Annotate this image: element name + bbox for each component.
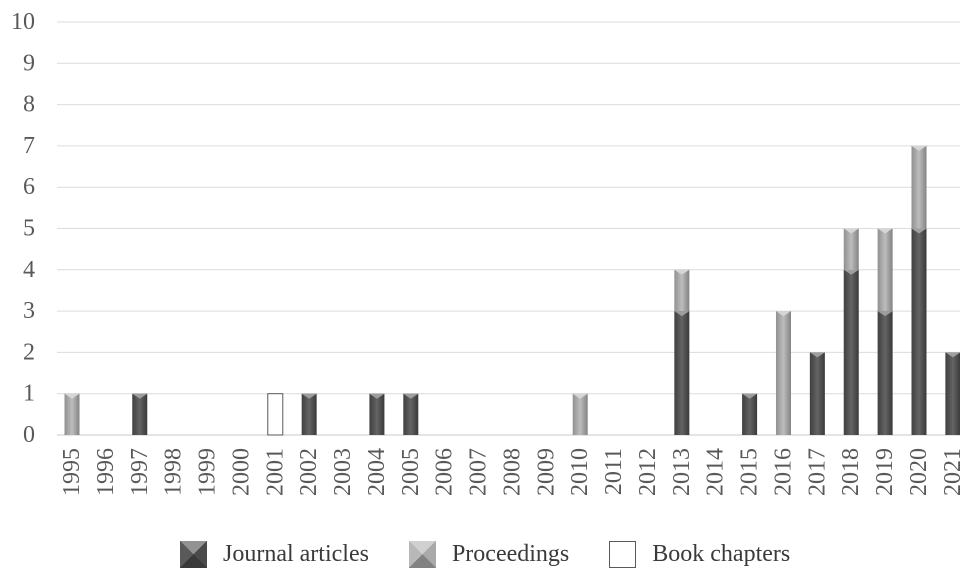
y-axis-tick-labels: 0 1 2 3 4 5 6 7 8 9 10 bbox=[11, 9, 35, 448]
x-tick-label: 1997 bbox=[127, 448, 153, 496]
bar-journal-articles-1997 bbox=[132, 393, 148, 435]
bar-cap bbox=[572, 393, 588, 399]
bar-cap bbox=[945, 352, 960, 358]
x-tick-label: 2012 bbox=[635, 448, 661, 496]
y-tick-label: 1 bbox=[23, 381, 35, 407]
y-tick-label: 0 bbox=[23, 422, 35, 448]
x-tick-label: 2020 bbox=[906, 448, 932, 496]
gridlines bbox=[57, 21, 960, 436]
x-tick-label: 2010 bbox=[567, 448, 593, 496]
bars bbox=[64, 145, 960, 436]
bar-cap bbox=[369, 393, 385, 399]
x-tick-label: 1995 bbox=[59, 448, 85, 496]
legend: Journal articles Proceedings Book chapte… bbox=[180, 541, 790, 568]
bar-book-chapters-2001 bbox=[267, 393, 284, 436]
legend-swatch-proceedings bbox=[408, 541, 436, 568]
bar-journal-articles-2019 bbox=[877, 311, 893, 435]
x-tick-label: 2002 bbox=[296, 448, 322, 496]
bar-cap bbox=[132, 393, 148, 399]
bar-cap bbox=[843, 269, 859, 275]
x-tick-label: 2016 bbox=[770, 448, 796, 496]
bar-cap bbox=[843, 228, 859, 234]
x-tick-label: 1998 bbox=[161, 448, 187, 496]
x-tick-label: 2008 bbox=[499, 448, 525, 496]
legend-item-journal-articles: Journal articles bbox=[180, 541, 369, 568]
bar-cap bbox=[403, 393, 419, 399]
x-tick-label: 2000 bbox=[228, 448, 254, 496]
bar-proceedings-2013 bbox=[674, 269, 690, 312]
bar-journal-articles-2005 bbox=[403, 393, 419, 435]
x-tick-label: 2011 bbox=[601, 448, 627, 495]
x-tick-label: 1999 bbox=[195, 448, 221, 496]
x-tick-label: 2015 bbox=[737, 448, 763, 496]
bar-journal-articles-2017 bbox=[809, 352, 825, 435]
bar-journal-articles-2018 bbox=[843, 269, 859, 435]
bar-journal-articles-2002 bbox=[301, 393, 317, 435]
x-tick-label: 2001 bbox=[262, 448, 288, 496]
legend-item-book-chapters: Book chapters bbox=[609, 541, 790, 568]
y-tick-label: 6 bbox=[23, 174, 35, 200]
x-tick-label: 2014 bbox=[703, 448, 729, 496]
x-tick-label: 1996 bbox=[93, 448, 119, 496]
x-tick-label: 2006 bbox=[432, 448, 458, 496]
y-tick-label: 4 bbox=[23, 257, 35, 283]
x-tick-label: 2007 bbox=[466, 448, 492, 496]
stacked-bar-chart: 0 1 2 3 4 5 6 7 8 9 10 1995 1996 1997 1998 1999 2000 200… bbox=[11, 9, 960, 496]
x-tick-label: 2018 bbox=[838, 448, 864, 496]
bar-cap bbox=[911, 228, 927, 234]
bar-cap bbox=[301, 393, 317, 399]
bar-journal-articles-2021 bbox=[945, 352, 960, 435]
bar-proceedings-2020 bbox=[911, 145, 927, 229]
legend-label-proceedings: Proceedings bbox=[451, 541, 570, 567]
bar-cap bbox=[809, 352, 825, 358]
bar-cap bbox=[674, 311, 690, 317]
y-tick-label: 5 bbox=[23, 216, 35, 242]
legend-label-book-chapters: Book chapters bbox=[652, 541, 791, 567]
bar-cap bbox=[911, 145, 927, 151]
bar-cap bbox=[64, 393, 80, 399]
bar-cap bbox=[742, 393, 758, 399]
bar-proceedings-2018 bbox=[843, 228, 859, 270]
y-tick-label: 3 bbox=[23, 298, 35, 324]
bar-proceedings-1995 bbox=[64, 393, 80, 435]
legend-label-journal-articles: Journal articles bbox=[223, 541, 369, 567]
x-tick-label: 2005 bbox=[398, 448, 424, 496]
y-tick-label: 7 bbox=[23, 133, 35, 159]
x-tick-label: 2003 bbox=[330, 448, 356, 496]
x-tick-label: 2021 bbox=[940, 448, 960, 496]
bar-cap bbox=[877, 311, 893, 317]
bar-proceedings-2010 bbox=[572, 393, 588, 435]
legend-swatch-book-chapters bbox=[609, 541, 637, 568]
bar-proceedings-2019 bbox=[877, 228, 893, 312]
bar-journal-articles-2013 bbox=[674, 311, 690, 435]
bar-cap bbox=[775, 311, 791, 317]
x-tick-label: 2017 bbox=[804, 448, 830, 496]
bar-journal-articles-2004 bbox=[369, 393, 385, 435]
x-tick-label: 2009 bbox=[533, 448, 559, 496]
bar-journal-articles-2015 bbox=[742, 393, 758, 435]
bar-journal-articles-2020 bbox=[911, 228, 927, 435]
y-tick-label: 8 bbox=[23, 92, 35, 118]
x-tick-label: 2019 bbox=[872, 448, 898, 496]
x-axis-tick-labels: 1995 1996 1997 1998 1999 2000 2001 2002 2003 2004… bbox=[59, 448, 960, 496]
x-tick-label: 2013 bbox=[669, 448, 695, 496]
y-tick-label: 10 bbox=[11, 9, 35, 35]
legend-item-proceedings: Proceedings bbox=[408, 541, 570, 568]
bar-proceedings-2016 bbox=[775, 311, 791, 435]
bar-cap bbox=[877, 228, 893, 234]
y-tick-label: 9 bbox=[23, 50, 35, 76]
bar-cap bbox=[674, 269, 690, 275]
x-tick-label: 2004 bbox=[364, 448, 390, 496]
y-tick-label: 2 bbox=[23, 339, 35, 365]
legend-swatch-journal-articles bbox=[180, 541, 207, 568]
